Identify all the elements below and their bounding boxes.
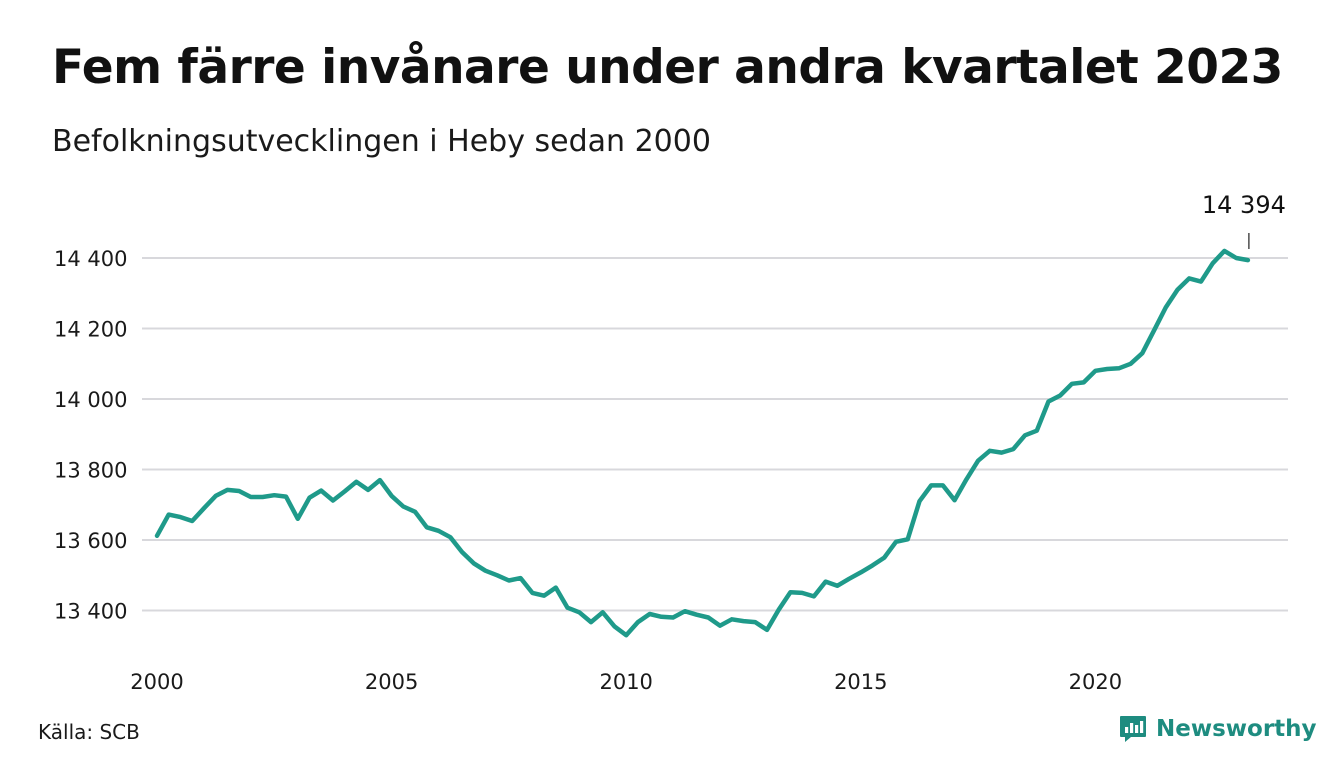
x-tick-label: 2020: [1069, 670, 1122, 694]
x-tick-label: 2010: [599, 670, 652, 694]
y-tick-label: 14 000: [54, 388, 127, 412]
brand-logo-group: Newsworthy: [1118, 714, 1317, 744]
source-note: Källa: SCB: [38, 720, 140, 744]
y-tick-label: 14 400: [54, 247, 127, 271]
grid-lines: [142, 257, 1288, 612]
x-axis-labels: 2000 2005 2010 2015 2020: [130, 670, 1122, 694]
newsworthy-logo-icon: [1120, 716, 1146, 742]
x-tick-label: 2005: [365, 670, 418, 694]
chart-subtitle: Befolkningsutvecklingen i Heby sedan 200…: [52, 124, 711, 159]
y-tick-label: 14 200: [54, 318, 127, 342]
y-axis-labels: 13 400 13 600 13 800 14 000 14 200 14 400: [54, 247, 127, 624]
last-value-label: 14 394: [1202, 191, 1286, 219]
x-tick-label: 2000: [130, 670, 183, 694]
y-tick-label: 13 800: [54, 459, 127, 483]
y-tick-label: 13 600: [54, 529, 127, 553]
x-tick-label: 2015: [834, 670, 887, 694]
series-line-layer: [154, 248, 1251, 638]
series-line: [154, 248, 1251, 638]
y-tick-label: 13 400: [54, 600, 127, 624]
annotation-layer: 14 394: [1202, 191, 1286, 249]
brand-name: Newsworthy: [1156, 716, 1317, 742]
chart-title: Fem färre invånare under andra kvartalet…: [52, 40, 1283, 95]
